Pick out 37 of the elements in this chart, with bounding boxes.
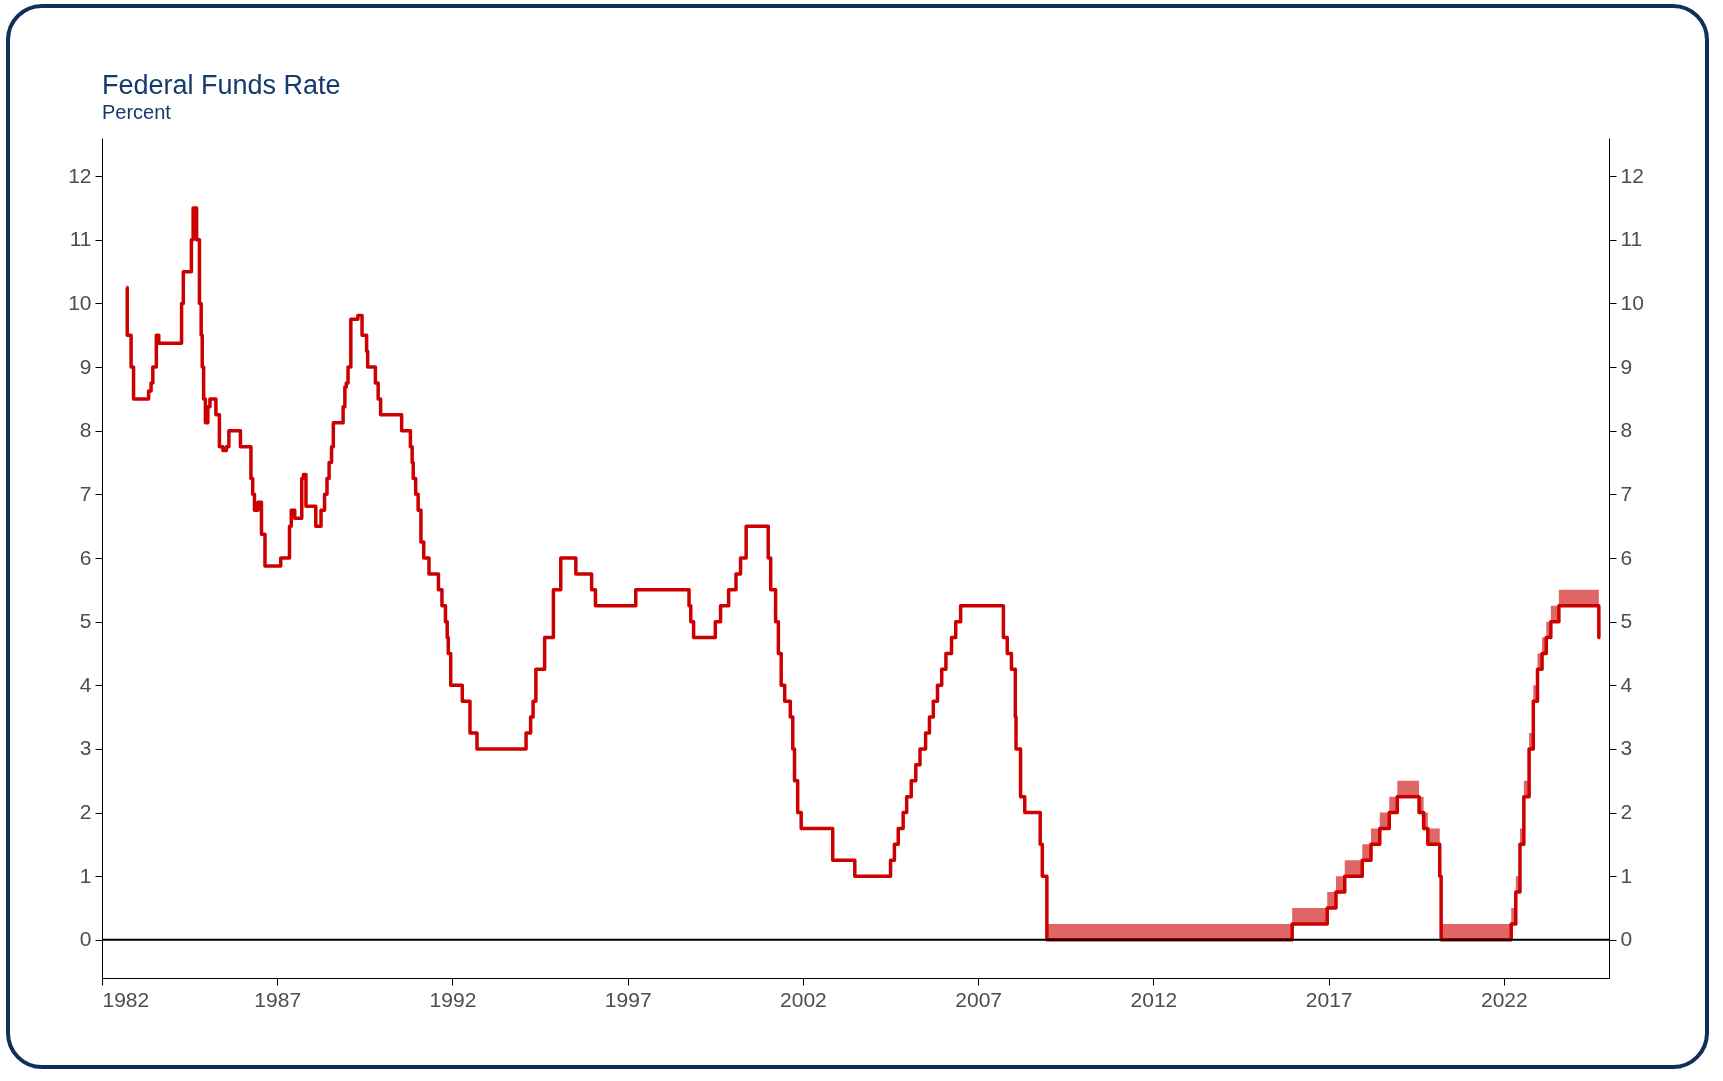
- y2-tick-label: 3: [1620, 736, 1633, 760]
- y2-tick-label: 2: [1620, 800, 1633, 824]
- x-tick-label: 2012: [1130, 987, 1178, 1011]
- x-tick-label: 1997: [604, 987, 652, 1011]
- y-tick-label: 11: [69, 227, 92, 251]
- y2-tick-label: 4: [1620, 672, 1633, 696]
- x-tick-label: 2007: [955, 987, 1003, 1011]
- y-tick-label: 12: [68, 163, 92, 187]
- chart-subtitle: Percent: [102, 101, 172, 123]
- y2-tick-label: 10: [1620, 290, 1644, 314]
- y-tick-label: 9: [79, 354, 92, 378]
- y-tick-label: 7: [79, 481, 92, 505]
- x-tick-label: 1982: [102, 987, 150, 1011]
- x-tick-label: 1992: [429, 987, 477, 1011]
- x-tick-label: 2017: [1305, 987, 1353, 1011]
- y-tick-label: 6: [79, 545, 92, 569]
- y2-tick-label: 6: [1620, 545, 1633, 569]
- x-tick-label: 2022: [1481, 987, 1528, 1011]
- y2-tick-label: 1: [1620, 863, 1633, 887]
- y2-tick-label: 0: [1620, 927, 1633, 951]
- y2-tick-label: 9: [1620, 354, 1633, 378]
- y2-tick-label: 7: [1620, 481, 1633, 505]
- y-tick-label: 8: [79, 418, 92, 442]
- y-tick-label: 3: [79, 736, 92, 760]
- y-tick-label: 2: [79, 800, 92, 824]
- y2-tick-label: 11: [1620, 227, 1643, 251]
- y-tick-label: 1: [79, 863, 92, 887]
- x-tick-label: 1987: [254, 987, 302, 1011]
- y2-tick-label: 8: [1620, 418, 1633, 442]
- y-tick-label: 5: [79, 609, 92, 633]
- chart-title: Federal Funds Rate: [102, 70, 341, 100]
- y2-tick-label: 5: [1620, 609, 1633, 633]
- y-tick-label: 10: [68, 290, 92, 314]
- x-tick-label: 2002: [780, 987, 827, 1011]
- y2-tick-label: 12: [1620, 163, 1644, 187]
- y-tick-label: 4: [79, 672, 92, 696]
- y-tick-label: 0: [79, 927, 92, 951]
